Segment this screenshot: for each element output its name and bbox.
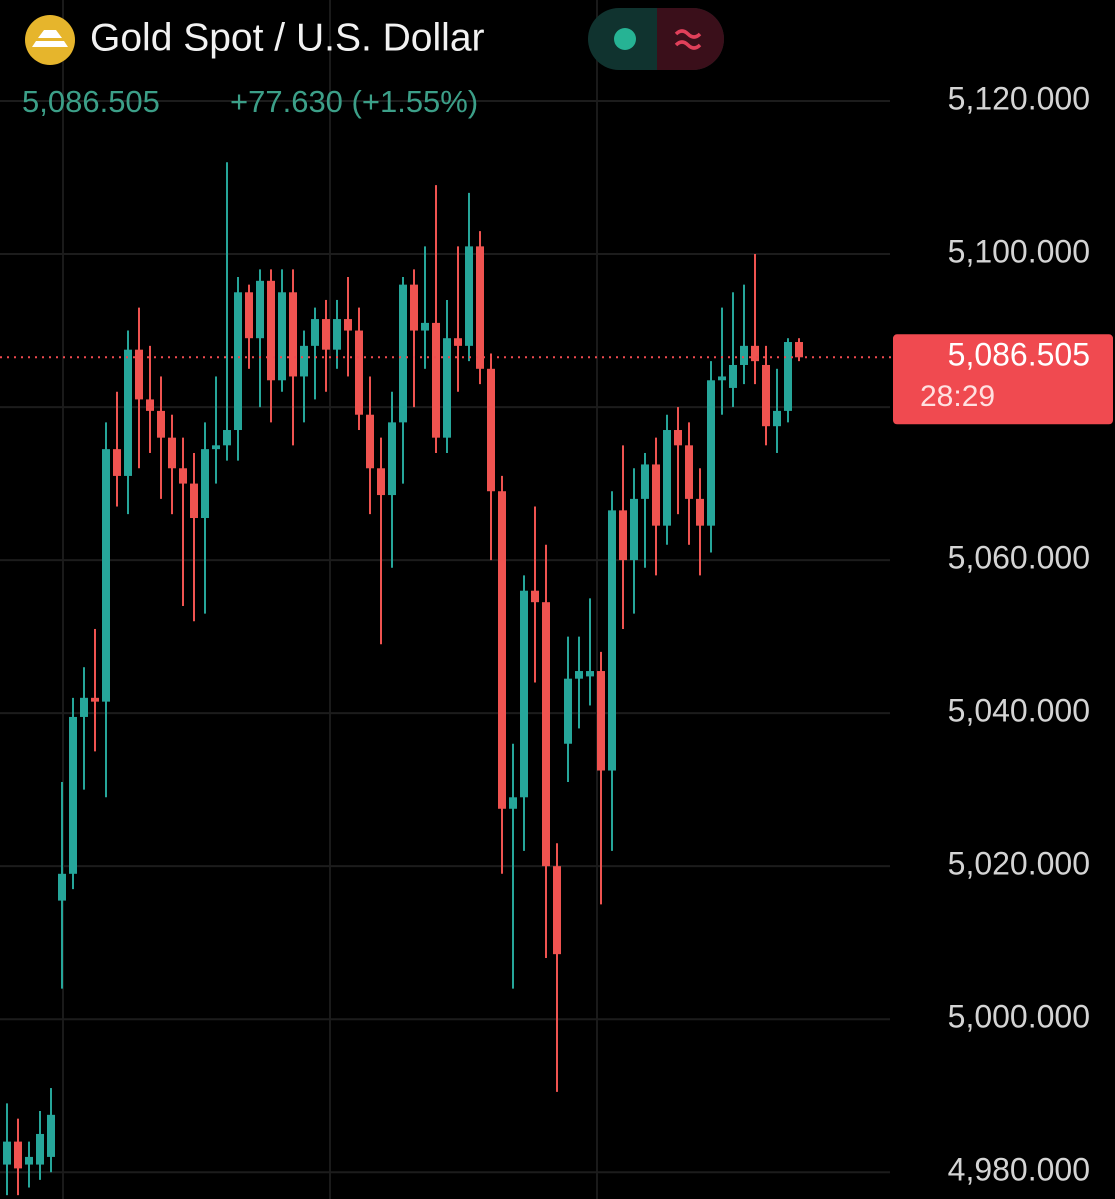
time-grid: [62, 0, 598, 1199]
chart-title: Gold Spot / U.S. Dollar: [90, 16, 485, 59]
y-tick-label: 5,100.000: [948, 233, 1090, 269]
price-change: +77.630 (+1.55%): [230, 84, 478, 119]
candle-body: [388, 422, 396, 496]
candle-body: [355, 330, 363, 415]
candle-body: [366, 414, 374, 469]
candle-body: [696, 498, 704, 526]
candle-body: [542, 602, 550, 867]
candle-body: [707, 380, 715, 526]
candle-body: [498, 491, 506, 809]
price-marker-box: [893, 334, 1113, 425]
candle-body: [619, 510, 627, 561]
y-tick-label: 5,120.000: [948, 80, 1090, 116]
candle-body: [762, 364, 770, 427]
candle-body: [146, 399, 154, 411]
candle-body: [157, 410, 165, 438]
candle-body: [476, 246, 484, 369]
candle-body: [168, 437, 176, 469]
symbol-icon-glyph: [32, 30, 68, 47]
candle-body: [212, 445, 220, 450]
candle-body: [3, 1141, 11, 1165]
realtime-icon: [674, 29, 702, 50]
candle-body: [641, 464, 649, 499]
candle-body: [333, 319, 341, 350]
candle-body: [300, 345, 308, 377]
candle-body: [663, 430, 671, 526]
candle-body: [685, 445, 693, 499]
candle-body: [520, 590, 528, 798]
candle-body: [410, 284, 418, 331]
candle-body: [674, 430, 682, 446]
candle-body: [58, 873, 66, 901]
symbol-icon: [25, 15, 75, 65]
candle-body: [80, 697, 88, 717]
candle-body: [91, 697, 99, 702]
candle-body: [223, 430, 231, 446]
candle-body: [784, 342, 792, 411]
candle-body: [36, 1133, 44, 1165]
candle-body: [608, 510, 616, 771]
candle-body: [124, 349, 132, 476]
candle-body: [465, 246, 473, 346]
candle-body: [630, 498, 638, 561]
price-marker-label: 5,086.505: [948, 337, 1090, 373]
y-tick-label: 5,020.000: [948, 846, 1090, 882]
candle-body: [795, 342, 803, 358]
candle-body: [69, 716, 77, 874]
candle-body: [201, 449, 209, 519]
candle-body: [421, 322, 429, 331]
candle-body: [102, 449, 110, 702]
candle-body: [14, 1141, 22, 1169]
candle-body: [597, 671, 605, 771]
candle-body: [190, 483, 198, 519]
candle-body: [311, 319, 319, 346]
candle-body: [289, 292, 297, 377]
candle-body: [751, 345, 759, 362]
last-price: 5,086.505: [22, 84, 160, 119]
candle-body: [487, 368, 495, 492]
candle-body: [135, 349, 143, 400]
candle-body: [377, 468, 385, 496]
candle-body: [553, 866, 561, 955]
candle-body: [652, 464, 660, 526]
candle-body: [267, 280, 275, 381]
candle-body: [256, 280, 264, 339]
price-marker-countdown: 28:29: [920, 380, 995, 413]
candle-body: [432, 322, 440, 438]
y-tick-label: 5,060.000: [948, 540, 1090, 576]
candle-body: [234, 292, 242, 431]
candle-body: [454, 338, 462, 346]
candle-body: [773, 410, 781, 427]
candle-body: [113, 449, 121, 476]
candle-body: [443, 338, 451, 438]
candle-body: [740, 345, 748, 365]
candles: [3, 162, 803, 1196]
candle-body: [344, 319, 352, 331]
candle-body: [47, 1114, 55, 1157]
candle-body: [245, 292, 253, 339]
candle-body: [399, 284, 407, 423]
y-tick-label: 5,000.000: [948, 999, 1090, 1035]
candle-body: [586, 671, 594, 677]
candle-body: [179, 468, 187, 484]
candle-body: [322, 319, 330, 350]
candle-body: [718, 376, 726, 381]
candle-body: [278, 292, 286, 381]
candle-body: [729, 364, 737, 388]
candle-body: [25, 1156, 33, 1165]
candle-body: [509, 797, 517, 809]
y-tick-label: 5,040.000: [948, 693, 1090, 729]
status-pill-right: [657, 8, 724, 70]
overlay: 5,086.505 28:29: [0, 334, 1113, 425]
candle-body: [575, 671, 583, 679]
market-open-dot: [614, 28, 636, 50]
candle-body: [564, 678, 572, 744]
y-tick-label: 4,980.000: [948, 1152, 1090, 1188]
candle-body: [531, 590, 539, 603]
